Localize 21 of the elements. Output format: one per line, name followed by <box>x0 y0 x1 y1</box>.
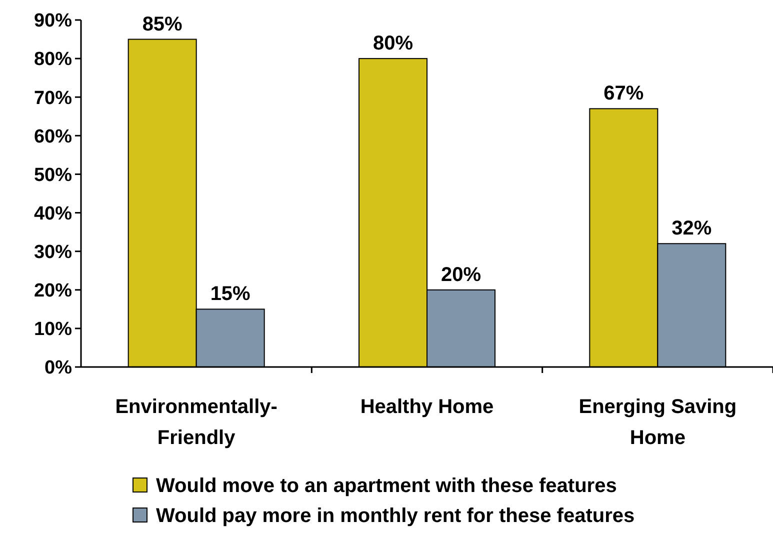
y-tick-label: 70% <box>34 88 72 109</box>
y-tick-label: 10% <box>34 319 72 340</box>
y-tick-label: 60% <box>34 126 72 148</box>
text: 15% <box>210 283 250 306</box>
y-tick-label: 20% <box>34 280 72 302</box>
text: 67% <box>604 82 644 105</box>
text: 20% <box>440 264 482 286</box>
text: 80% <box>372 32 414 55</box>
text: 85% <box>142 13 182 36</box>
legend-label: Would move to an apartment with these features <box>156 475 617 497</box>
y-tick-label: 80% <box>34 49 72 70</box>
x-tick-label: Healthy Home <box>360 396 494 418</box>
x-tick-label: Environmentally-Friendly <box>115 396 278 449</box>
legend-label: Would pay more in monthly rent for these features <box>156 505 635 527</box>
y-tick-label: 90% <box>34 10 72 32</box>
y-tick-label: 50% <box>34 164 72 186</box>
text: 32% <box>672 218 712 240</box>
y-tick-label: 30% <box>34 242 72 263</box>
y-tick-label: 0% <box>44 358 72 379</box>
x-tick-label: Energing Saving Home <box>578 396 737 449</box>
y-tick-label: 40% <box>34 203 72 224</box>
